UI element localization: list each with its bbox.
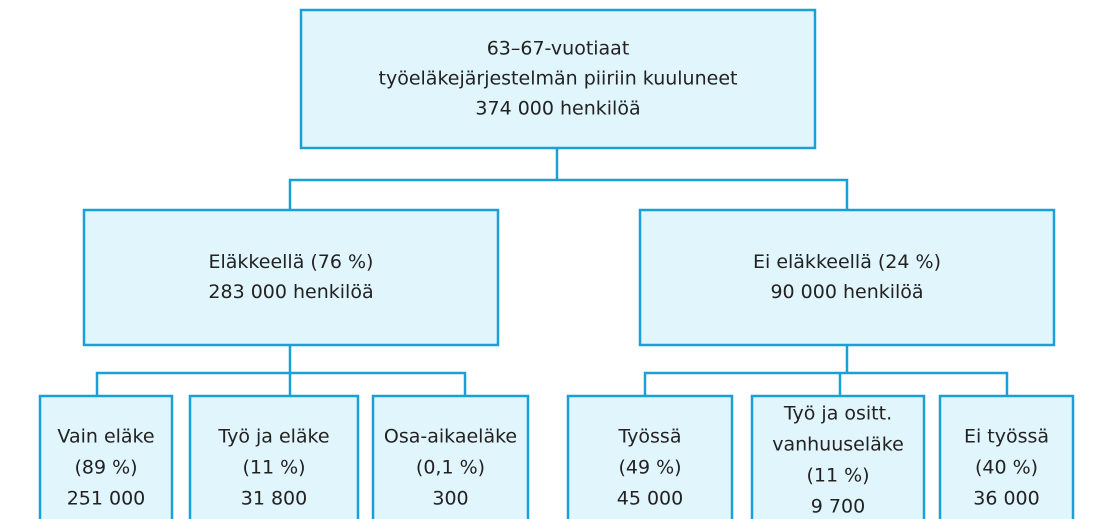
node-box xyxy=(82,208,500,347)
node-text: vanhuuseläke xyxy=(772,434,904,456)
node-box xyxy=(188,394,360,519)
node-box xyxy=(371,394,530,519)
node-text: työeläkejärjestelmän piiriin kuuluneet xyxy=(379,68,738,90)
node: Osa-aikaeläke (0,1 %) 300 xyxy=(371,394,530,519)
node: Eläkkeellä (76 %) 283 000 henkilöä xyxy=(82,208,500,347)
node-text: 36 000 xyxy=(973,488,1039,510)
node-text: (40 %) xyxy=(975,457,1038,479)
node: Työ ja ositt. vanhuuseläke (11 %) 9 700 xyxy=(750,394,926,519)
node: 63–67-vuotiaat työeläkejärjestelmän piiri… xyxy=(299,8,817,150)
node: Työssä (49 %) 45 000 xyxy=(566,394,734,519)
node-box xyxy=(938,394,1075,519)
node-text: 45 000 xyxy=(617,488,683,510)
node-text: Työ ja ositt. xyxy=(783,403,892,425)
node: Työ ja eläke (11 %) 31 800 xyxy=(188,394,360,519)
node-text: 300 xyxy=(432,488,468,510)
node-text: Eläkkeellä (76 %) xyxy=(209,251,374,273)
node-text: (11 %) xyxy=(806,465,869,487)
node: Ei työssä (40 %) 36 000 xyxy=(938,394,1075,519)
node-box xyxy=(566,394,734,519)
node-text: (11 %) xyxy=(242,457,305,479)
node-box xyxy=(38,394,174,519)
node-text: (89 %) xyxy=(74,457,137,479)
connector xyxy=(288,148,849,210)
node-text: 283 000 henkilöä xyxy=(208,281,373,303)
node-text: Vain eläke xyxy=(57,426,154,448)
node-text: Osa-aikaeläke xyxy=(384,426,517,448)
node-text: Ei eläkkeellä (24 %) xyxy=(753,251,941,273)
node-box xyxy=(638,208,1056,347)
connector xyxy=(95,345,467,396)
node-box xyxy=(750,394,926,519)
node-text: Ei työssä xyxy=(964,426,1049,448)
connector xyxy=(643,345,1009,396)
node-box xyxy=(299,8,817,150)
node-text: (49 %) xyxy=(618,457,681,479)
node-text: Työssä xyxy=(618,426,682,448)
node-text: 90 000 henkilöä xyxy=(770,281,923,303)
node-text: 374 000 henkilöä xyxy=(475,98,640,120)
node: Ei eläkkeellä (24 %) 90 000 henkilöä xyxy=(638,208,1056,347)
node-text: (0,1 %) xyxy=(416,457,485,479)
node-text: 31 800 xyxy=(241,488,307,510)
connectors xyxy=(95,148,1009,396)
node-text: 63–67-vuotiaat xyxy=(487,38,630,60)
node: Vain eläke (89 %) 251 000 xyxy=(38,394,174,519)
node-text: 9 700 xyxy=(811,496,865,518)
node-text: Työ ja eläke xyxy=(217,426,329,448)
node-text: 251 000 xyxy=(67,488,146,510)
